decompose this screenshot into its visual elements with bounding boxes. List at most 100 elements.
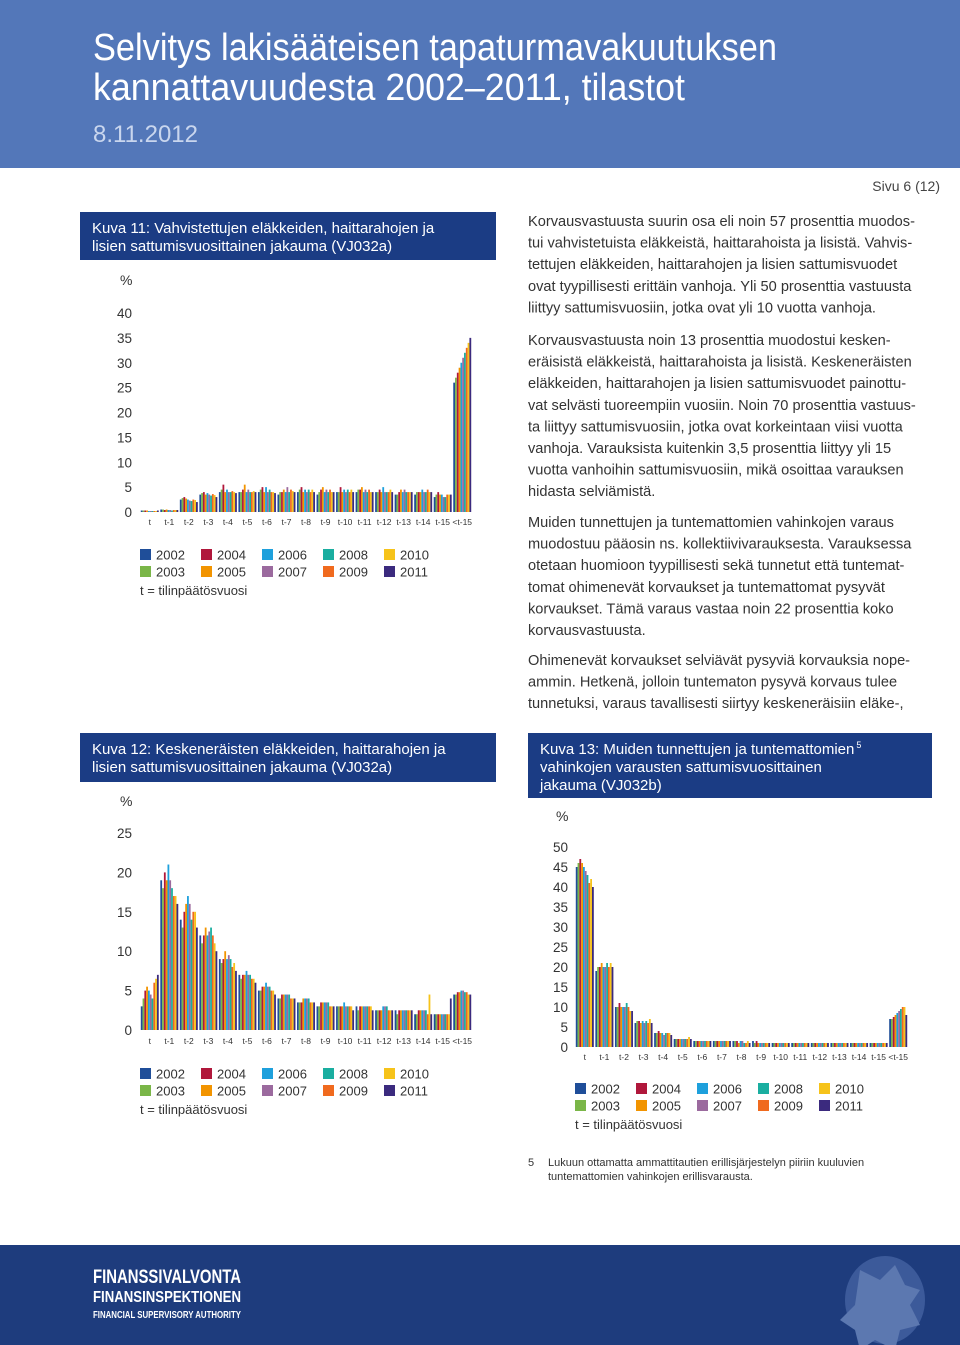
bar — [213, 943, 216, 1030]
bar — [435, 1014, 438, 1030]
bar — [160, 509, 163, 512]
bar — [464, 992, 466, 1030]
bar — [417, 1010, 420, 1030]
bar — [337, 1006, 340, 1030]
bar — [424, 1010, 427, 1030]
legend-label: 2005 — [217, 1084, 246, 1099]
bar — [680, 1039, 683, 1047]
bar — [220, 963, 223, 1030]
bar — [440, 494, 443, 512]
bar — [885, 1043, 888, 1047]
bar — [841, 1043, 844, 1047]
bar — [884, 1043, 886, 1047]
bar — [714, 1041, 717, 1047]
bar — [371, 492, 374, 512]
bar — [641, 1021, 644, 1047]
bar — [401, 1010, 404, 1030]
x-tick-label: t-7 — [282, 517, 292, 527]
bar — [179, 919, 182, 1030]
bar — [240, 978, 243, 1030]
bar — [448, 1014, 450, 1030]
x-tick-label: t-3 — [203, 517, 213, 527]
bar — [803, 1043, 806, 1047]
bar — [433, 497, 436, 512]
x-tick-label: t-11 — [358, 517, 372, 527]
bar — [718, 1041, 721, 1047]
footer-logo: FINANSINSPEKTIONEN — [93, 1289, 241, 1306]
bar — [775, 1043, 778, 1047]
bar — [693, 1041, 696, 1047]
bar — [657, 1031, 660, 1047]
bar — [860, 1043, 863, 1047]
bar — [905, 1015, 908, 1047]
bar — [169, 510, 172, 512]
bar — [188, 903, 191, 1030]
x-tick-label: t-13 — [832, 1052, 847, 1062]
bar — [345, 1006, 347, 1030]
legend-label: 2011 — [835, 1099, 863, 1114]
bar — [426, 489, 429, 512]
bar — [584, 871, 587, 1047]
bar — [638, 1021, 640, 1047]
y-tick-label: 0 — [560, 1040, 568, 1055]
bar — [201, 943, 203, 1030]
bar — [360, 487, 363, 512]
bar — [645, 1021, 648, 1047]
bar — [218, 492, 221, 512]
bar — [261, 487, 264, 512]
bar — [194, 500, 197, 512]
bar — [307, 489, 310, 512]
bar — [188, 500, 191, 512]
legend-label: 2008 — [339, 548, 368, 563]
legend-label: 2002 — [156, 1067, 185, 1082]
bar — [183, 911, 186, 1030]
bar — [716, 1041, 719, 1047]
bar — [428, 994, 431, 1030]
bar — [582, 867, 585, 1047]
bar — [210, 495, 212, 512]
x-tick-label: t-14 — [416, 517, 431, 527]
bar — [215, 951, 218, 1030]
bar — [394, 1010, 397, 1030]
bar — [896, 1013, 899, 1047]
bar — [782, 1043, 785, 1047]
bar — [364, 489, 367, 512]
bar — [737, 1043, 740, 1047]
y-tick-label: 30 — [553, 920, 568, 935]
legend-swatch — [140, 1068, 151, 1079]
bar — [618, 1003, 621, 1047]
bar — [172, 896, 175, 1030]
y-tick-label: 25 — [117, 381, 132, 396]
bar — [286, 487, 289, 512]
legend-swatch — [697, 1100, 708, 1111]
bar — [757, 1043, 760, 1047]
bar — [378, 1010, 381, 1030]
legend-label: 2006 — [713, 1082, 742, 1097]
bar — [313, 1002, 315, 1030]
bar — [816, 1043, 819, 1047]
bar — [343, 489, 346, 512]
bar — [423, 1010, 425, 1030]
bar — [663, 1035, 665, 1047]
bar — [391, 492, 394, 512]
paragraph-line: tui vahvistetuista eläkkeistä, haittarah… — [528, 236, 912, 252]
bar — [293, 492, 296, 512]
x-tick-label: t-11 — [358, 1036, 372, 1046]
bar — [878, 1043, 881, 1047]
bar — [350, 489, 353, 512]
x-tick-label: t-3 — [203, 1036, 213, 1046]
x-tick-label: t-13 — [396, 517, 411, 527]
bar — [147, 990, 150, 1030]
bar — [163, 872, 166, 1030]
bar — [679, 1039, 681, 1047]
bar — [215, 497, 218, 512]
legend-swatch — [201, 1068, 212, 1079]
bar — [382, 1006, 385, 1030]
bar — [880, 1043, 883, 1047]
bar — [467, 342, 470, 512]
legend-swatch — [140, 549, 151, 560]
bar — [465, 347, 468, 512]
x-tick-label: t-10 — [773, 1052, 788, 1062]
bar — [398, 1010, 401, 1030]
legend-swatch — [819, 1083, 830, 1094]
